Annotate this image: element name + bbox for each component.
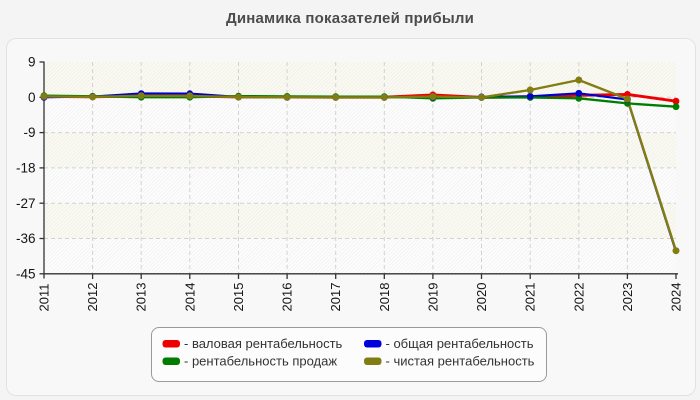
- svg-text:-9: -9: [23, 125, 35, 140]
- svg-text:- валовая рентабельность: - валовая рентабельность: [184, 336, 343, 351]
- svg-text:2014: 2014: [182, 283, 197, 312]
- svg-text:2023: 2023: [620, 283, 635, 312]
- svg-text:2017: 2017: [328, 283, 343, 312]
- svg-text:2019: 2019: [425, 283, 440, 312]
- svg-text:-27: -27: [16, 196, 36, 211]
- svg-text:2020: 2020: [474, 283, 489, 312]
- svg-text:2021: 2021: [523, 283, 538, 312]
- svg-text:-45: -45: [16, 266, 36, 281]
- svg-text:2012: 2012: [85, 283, 100, 312]
- svg-text:2022: 2022: [571, 283, 586, 312]
- svg-text:-36: -36: [16, 231, 36, 246]
- svg-text:-18: -18: [16, 161, 36, 176]
- svg-text:- рентабельность продаж: - рентабельность продаж: [184, 354, 337, 369]
- svg-text:2016: 2016: [280, 283, 295, 312]
- svg-text:2011: 2011: [37, 284, 52, 312]
- svg-text:2015: 2015: [231, 283, 246, 312]
- svg-text:- общая рентабельность: - общая рентабельность: [386, 336, 534, 351]
- svg-text:2018: 2018: [377, 283, 392, 312]
- svg-text:2024: 2024: [669, 283, 684, 312]
- svg-text:2013: 2013: [134, 283, 149, 312]
- svg-text:- чистая рентабельность: - чистая рентабельность: [386, 354, 535, 369]
- svg-text:9: 9: [28, 55, 36, 70]
- svg-text:0: 0: [28, 90, 36, 105]
